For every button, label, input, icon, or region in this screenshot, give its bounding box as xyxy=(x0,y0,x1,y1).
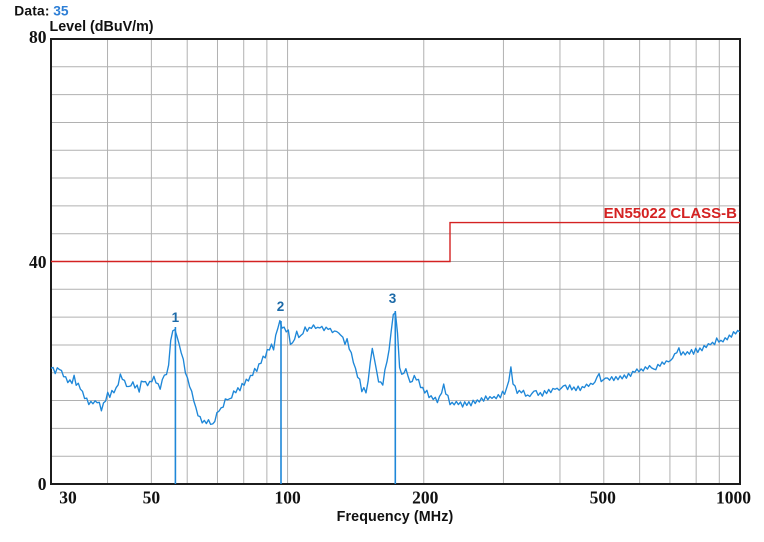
svg-text:Frequency (MHz): Frequency (MHz) xyxy=(337,509,454,525)
svg-text:0: 0 xyxy=(38,474,47,494)
svg-text:35: 35 xyxy=(53,4,69,19)
svg-text:200: 200 xyxy=(412,487,439,507)
svg-text:1000: 1000 xyxy=(716,487,751,507)
svg-text:EN55022 CLASS-B: EN55022 CLASS-B xyxy=(604,205,738,222)
svg-text:80: 80 xyxy=(29,27,47,47)
svg-text:40: 40 xyxy=(29,252,47,272)
svg-text:500: 500 xyxy=(590,487,617,507)
svg-text:3: 3 xyxy=(389,291,397,306)
svg-text:1: 1 xyxy=(172,310,180,325)
svg-text:30: 30 xyxy=(59,487,77,507)
svg-text:100: 100 xyxy=(274,487,301,507)
svg-text:Level (dBuV/m): Level (dBuV/m) xyxy=(50,19,154,35)
svg-text:2: 2 xyxy=(277,299,285,314)
svg-text:Data:: Data: xyxy=(14,4,50,19)
svg-text:50: 50 xyxy=(143,487,161,507)
